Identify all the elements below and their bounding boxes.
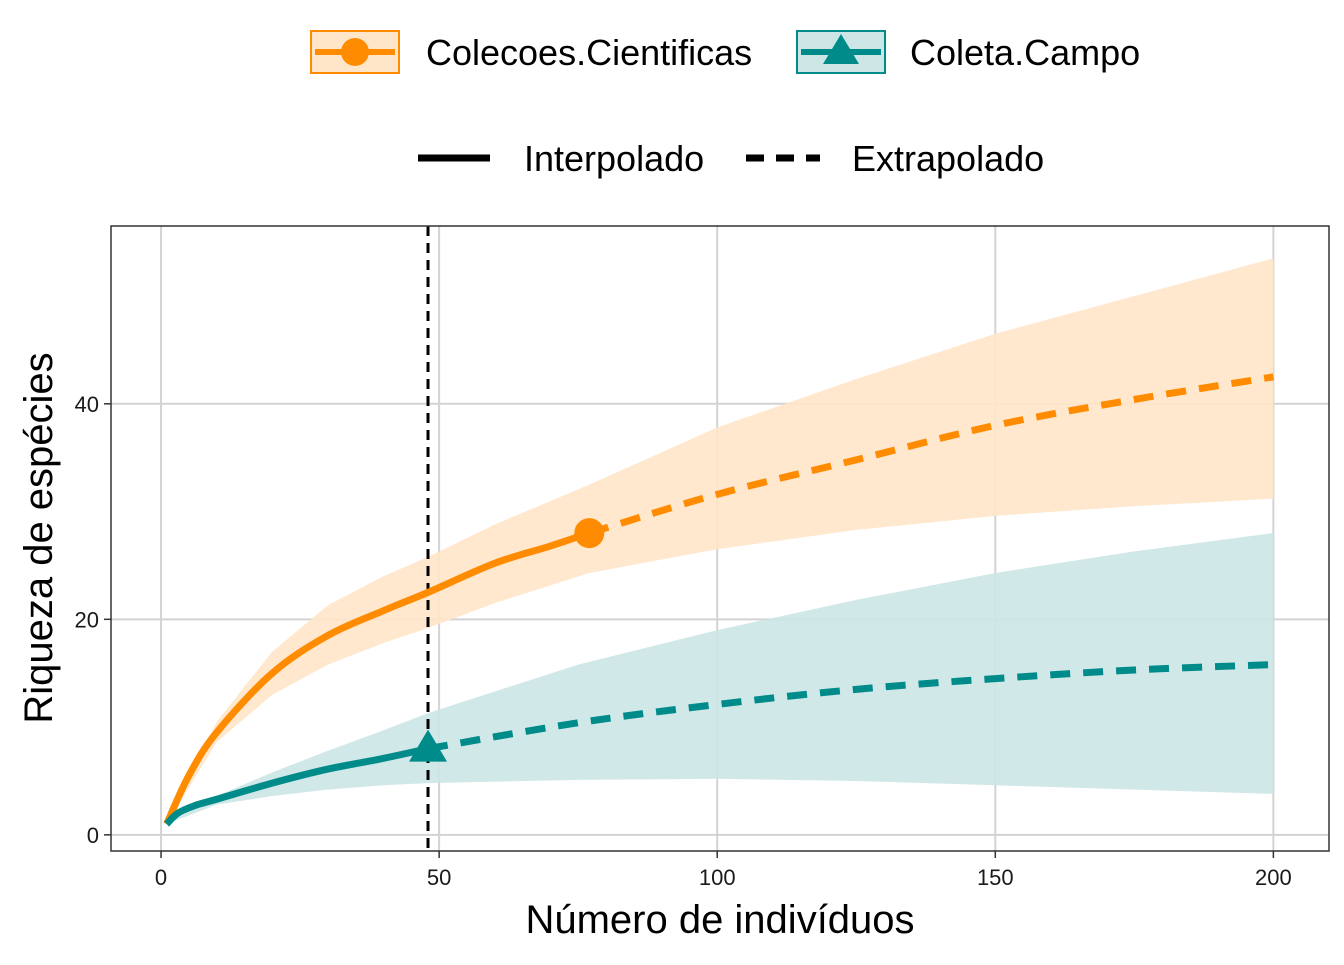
legend-item-coleta: Coleta.Campo	[796, 30, 1140, 74]
ci-ribbon-0	[166, 258, 1274, 825]
legend-linetype: Interpolado Extrapolado	[418, 138, 1044, 179]
y-axis-title: Riqueza de espécies	[17, 352, 61, 723]
x-tick-label-0: 0	[155, 865, 167, 890]
confidence-ribbons	[166, 258, 1274, 825]
interpolated-line-1	[164, 745, 429, 827]
extrapolated-line-0	[588, 373, 1274, 537]
observed-point-1	[409, 729, 448, 762]
legend-label-colecoes: Colecoes.Cientificas	[426, 32, 752, 73]
observed-point-0	[574, 518, 605, 549]
ci-ribbon-1	[166, 533, 1274, 825]
legend-label-interpolado: Interpolado	[524, 138, 704, 179]
x-tick-label-50: 50	[427, 865, 451, 890]
y-tick-label-20: 20	[75, 607, 99, 632]
y-tick-label-0: 0	[87, 823, 99, 848]
legend-series: Colecoes.Cientificas Coleta.Campo	[310, 30, 1140, 74]
series-lines	[163, 373, 1274, 827]
legend-label-coleta: Coleta.Campo	[910, 32, 1140, 73]
x-tick-label-100: 100	[699, 865, 736, 890]
interpolated-line-0	[163, 529, 591, 826]
observed-markers	[409, 518, 605, 762]
legend-item-colecoes: Colecoes.Cientificas	[310, 30, 752, 74]
y-tick-label-40: 40	[75, 392, 99, 417]
x-tick-label-200: 200	[1255, 865, 1292, 890]
x-axis-title: Número de indivíduos	[525, 898, 914, 942]
plot-panel-border	[110, 225, 1330, 852]
legend-label-extrapolado: Extrapolado	[852, 138, 1044, 179]
triangle-marker-icon	[823, 34, 859, 64]
circle-marker-icon	[341, 38, 369, 66]
extrapolated-line-1	[427, 661, 1274, 753]
axis-ticks: 0 50 100 150 200 0 20 40	[75, 392, 1292, 890]
x-tick-label-150: 150	[977, 865, 1014, 890]
